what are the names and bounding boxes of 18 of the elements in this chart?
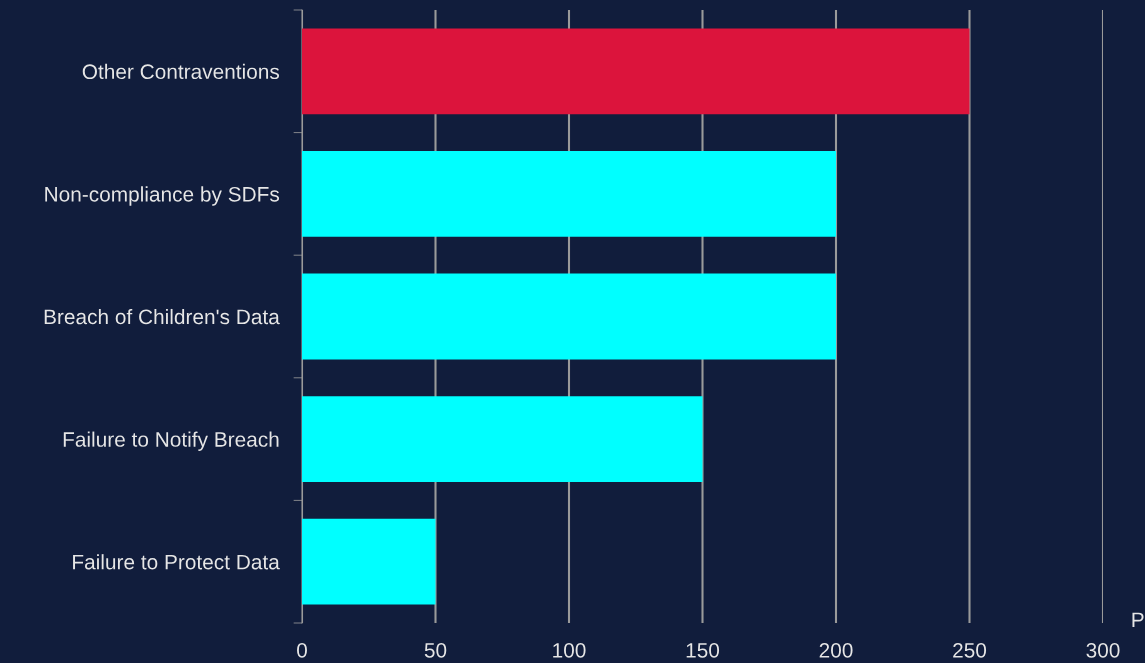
- bar: [302, 150, 836, 237]
- y-tick-label: Failure to Notify Breach: [63, 431, 279, 451]
- y-tick-label: Other Contraventions: [82, 63, 280, 80]
- bar: [302, 518, 436, 605]
- x-tick-label: 200: [819, 642, 853, 658]
- bar: [302, 28, 970, 115]
- x-tick-label: 150: [686, 642, 720, 658]
- x-tick-label: 0: [297, 642, 307, 658]
- bar: [302, 273, 836, 360]
- x-tick-label: 100: [553, 642, 586, 658]
- x-tick-label: 50: [424, 642, 447, 658]
- y-tick-label: Non-compliance by SDFs: [45, 186, 280, 206]
- bar: [302, 396, 703, 483]
- y-tick-label: Failure to Protect Data: [73, 554, 280, 570]
- x-tick-label: 250: [953, 642, 987, 658]
- y-tick-label: Breach of Children's Data: [44, 308, 280, 325]
- x-axis-title: P: [1132, 612, 1144, 627]
- x-tick-label: 300: [1086, 642, 1120, 658]
